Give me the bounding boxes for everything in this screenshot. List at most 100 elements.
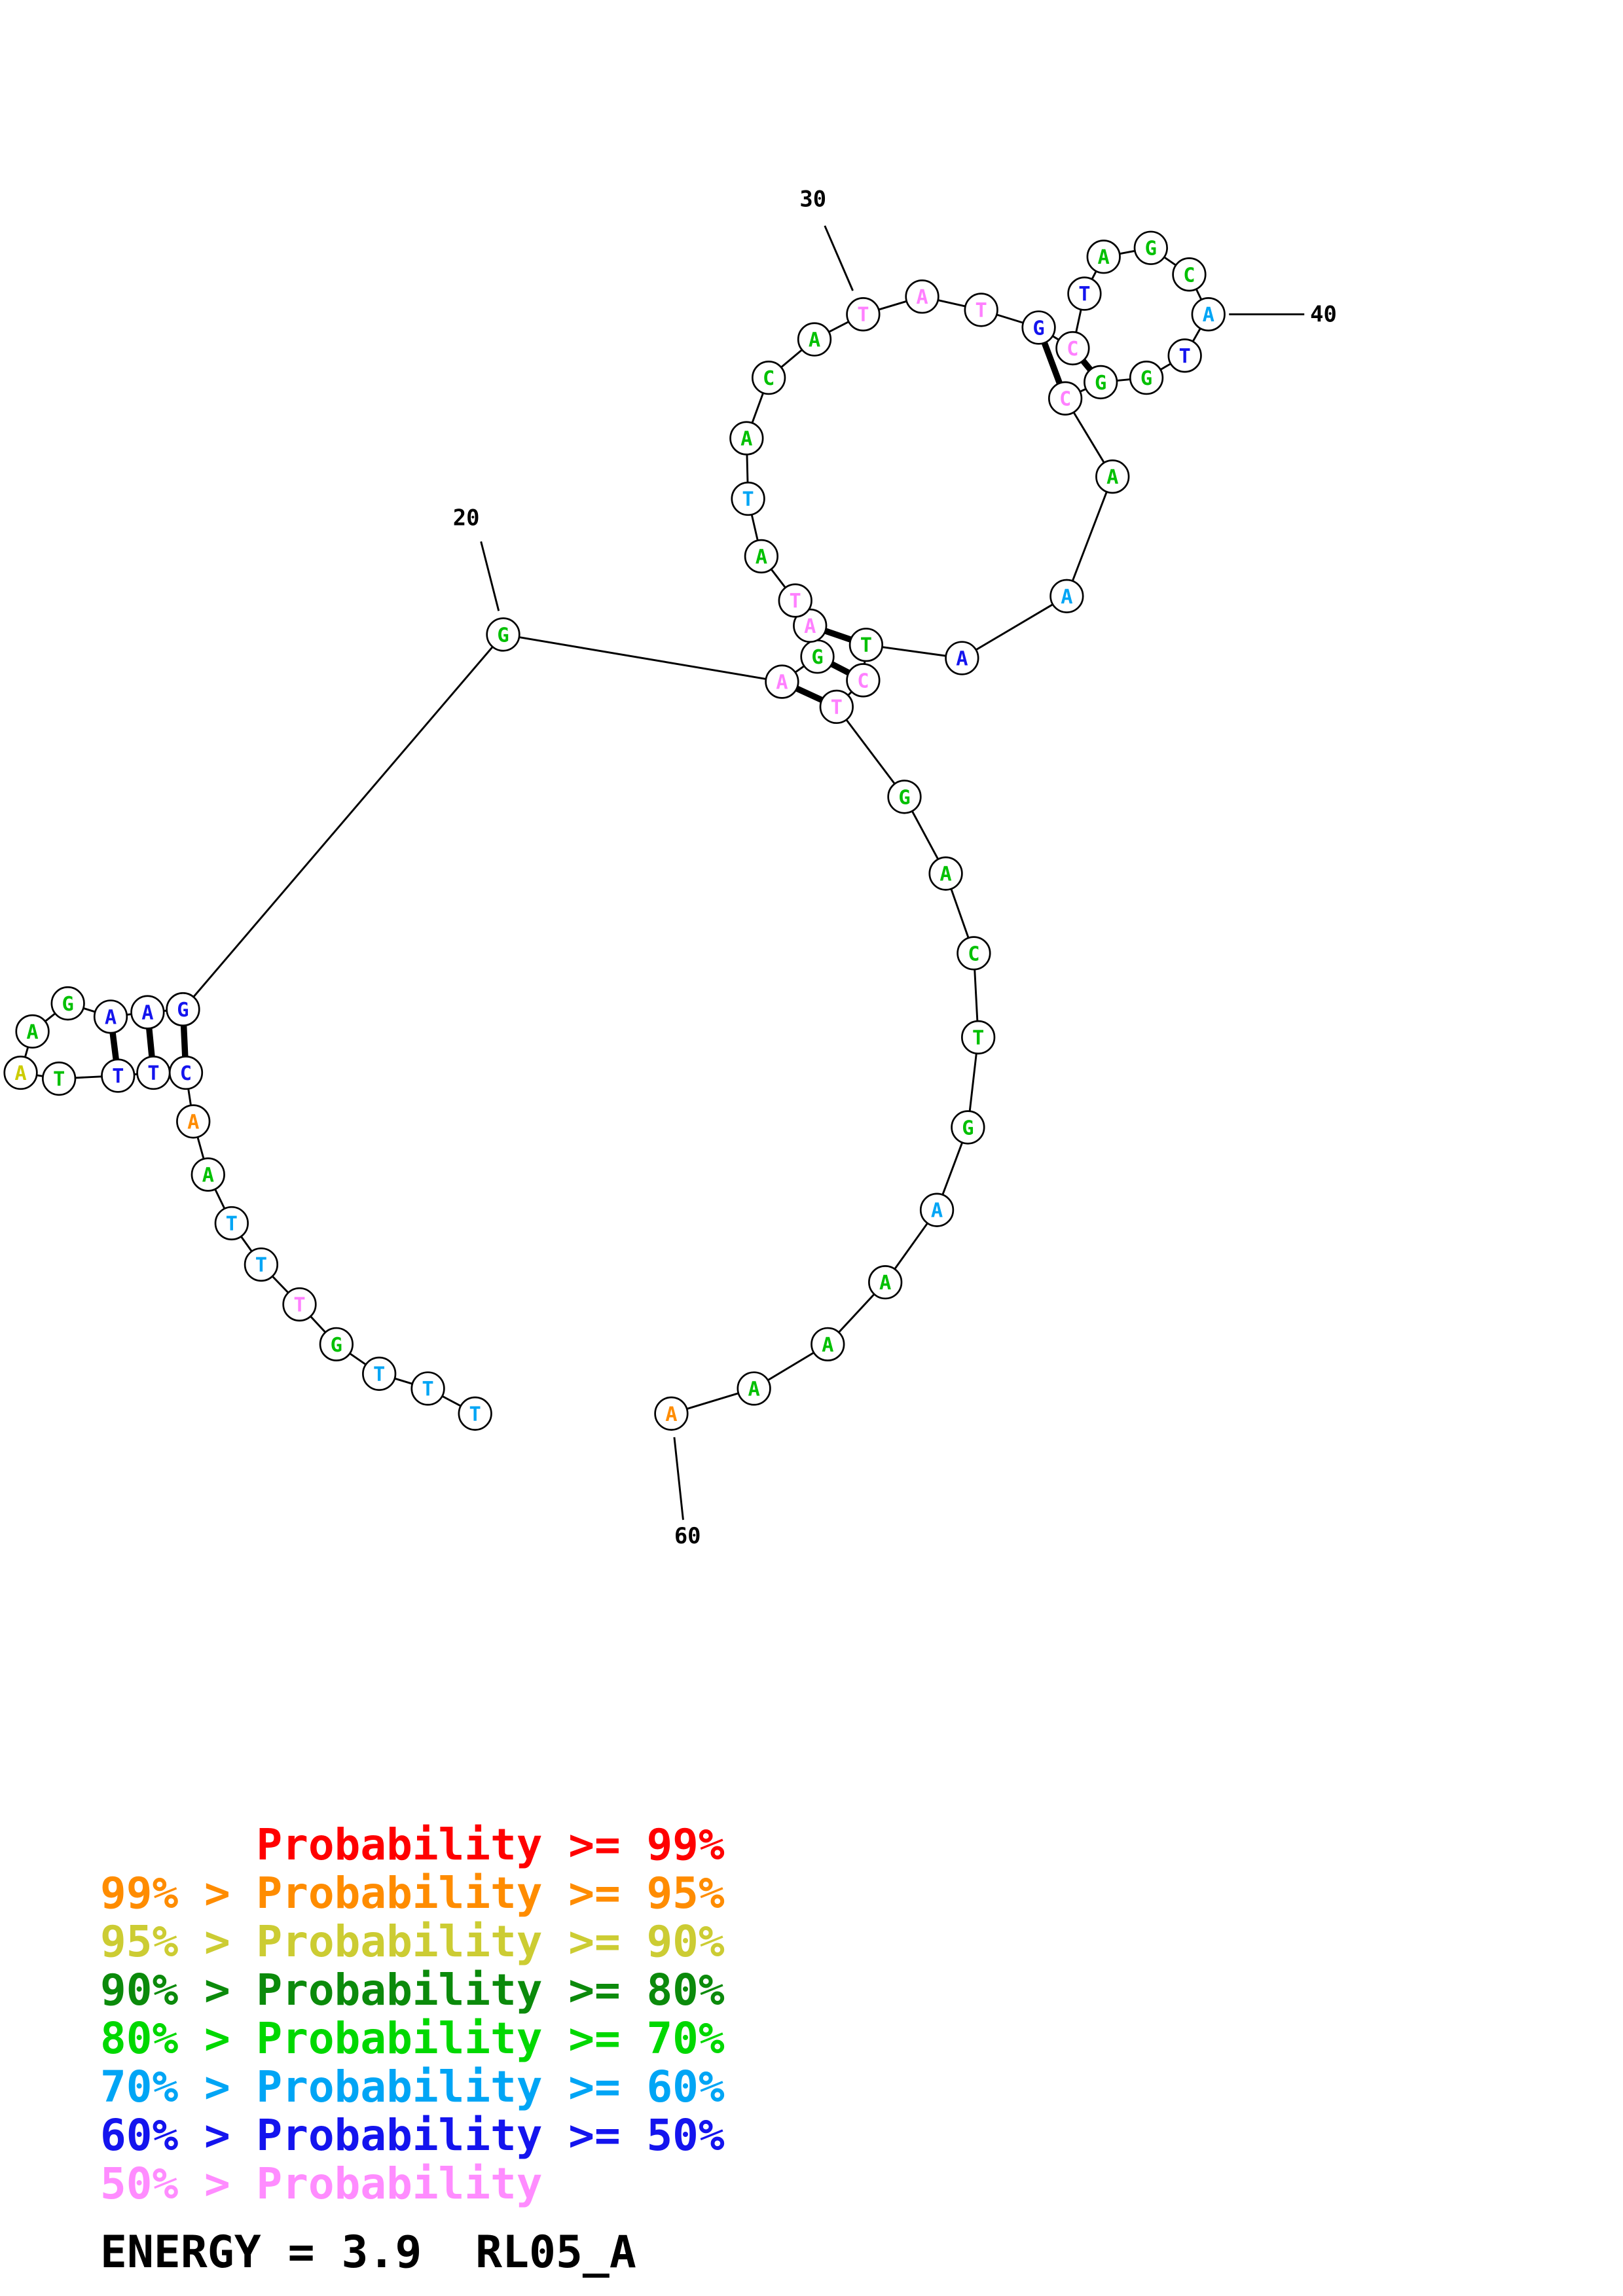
nucleotide-letter: A: [1203, 304, 1214, 327]
nucleotide-circle: [3, 1055, 38, 1090]
nucleotide-letter: A: [740, 428, 752, 451]
nucleotide-letter: G: [1145, 238, 1157, 260]
nucleotide-letter: T: [293, 1294, 305, 1317]
nucleotide-letter: T: [790, 590, 801, 613]
nucleotide-letter: T: [147, 1062, 159, 1085]
nucleotide-letter: A: [879, 1272, 891, 1295]
legend-line: 50% > Probability: [100, 2159, 543, 2209]
nucleotide-circle: [737, 1371, 771, 1406]
nucleotide-letter: C: [1183, 264, 1195, 287]
nucleotide-circle: [945, 641, 979, 675]
nucleotide-letter: C: [968, 942, 979, 965]
nucleotide-circle: [1021, 310, 1056, 345]
nucleotide-circle: [848, 628, 884, 662]
legend-line: 99% > Probability >= 95%: [100, 1868, 725, 1918]
nucleotide-letter: T: [976, 299, 987, 322]
nucleotide-letter: T: [857, 304, 869, 327]
nucleotide-circle: [729, 421, 764, 456]
nucleotide-letter: G: [1032, 317, 1044, 340]
nucleotide-circle: [1086, 240, 1121, 274]
position-leader-line: [824, 225, 854, 291]
nucleotide-letter: G: [62, 993, 74, 1016]
nucleotide-letter: T: [860, 634, 872, 657]
nucleotide-letter: A: [756, 546, 767, 569]
backbone-line: [182, 634, 504, 1011]
nucleotide-circle: [846, 663, 881, 698]
nucleotide-circle: [957, 936, 991, 971]
nucleotide-circle: [136, 1055, 171, 1090]
nucleotide-circle: [282, 1287, 317, 1322]
position-leader-line: [480, 541, 500, 611]
nucleotide-letter: C: [180, 1062, 192, 1085]
backbone-line: [961, 595, 1068, 659]
nucleotide-circle: [752, 360, 786, 395]
nucleotide-letter: T: [1179, 345, 1191, 368]
nucleotide-letter: G: [497, 624, 509, 647]
position-number: 40: [1310, 301, 1337, 327]
nucleotide-letter: G: [177, 999, 189, 1022]
nucleotide-circle: [176, 1104, 211, 1139]
nucleotide-circle: [101, 1058, 136, 1093]
nucleotide-letter: A: [956, 647, 968, 670]
legend-line: 70% > Probability >= 60%: [100, 2062, 725, 2112]
nucleotide-letter: G: [1140, 367, 1152, 390]
nucleotide-letter: C: [1059, 388, 1071, 411]
nucleotide-circle: [819, 689, 854, 725]
nucleotide-circle: [362, 1356, 397, 1391]
nucleotide-letter: T: [831, 696, 843, 719]
position-number: 20: [453, 505, 480, 531]
nucleotide-letter: A: [809, 329, 820, 351]
nucleotide-circle: [919, 1193, 955, 1227]
nucleotide-circle: [1167, 338, 1202, 373]
nucleotide-circle: [15, 1014, 50, 1049]
nucleotide-letter: T: [53, 1068, 65, 1091]
nucleotide-circle: [887, 780, 922, 814]
nucleotide-letter: A: [14, 1062, 26, 1085]
backbone-line: [835, 706, 905, 798]
nucleotide-letter: A: [939, 863, 951, 886]
legend-line: 80% > Probability >= 70%: [100, 2013, 725, 2064]
nucleotide-letter: A: [822, 1334, 833, 1357]
nucleotide-circle: [1095, 459, 1130, 494]
nucleotide-letter: A: [202, 1164, 214, 1187]
nucleotide-circle: [797, 322, 832, 357]
nucleotide-circle: [793, 608, 828, 643]
nucleotide-circle: [778, 583, 812, 618]
nucleotide-letter: C: [857, 670, 869, 692]
nucleotide-letter: T: [226, 1213, 238, 1236]
nucleotide-circle: [458, 1396, 492, 1431]
nucleotide-circle: [319, 1327, 354, 1362]
nucleotide-letter: A: [141, 1002, 153, 1025]
nucleotide-circle: [1172, 257, 1207, 292]
nucleotide-circle: [1129, 360, 1164, 395]
nucleotide-letter: T: [255, 1254, 267, 1277]
nucleotide-letter: A: [1098, 246, 1110, 269]
nucleotide-circle: [486, 617, 520, 652]
legend-line: Probability >= 99%: [100, 1820, 725, 1870]
energy-label: ENERGY = 3.9 RL05_A: [100, 2227, 636, 2278]
nucleotide-circle: [765, 664, 799, 699]
nucleotide-circle: [961, 1020, 996, 1055]
nucleotide-letter: T: [972, 1027, 984, 1050]
position-leader-line: [673, 1437, 684, 1520]
position-number: 30: [799, 187, 826, 212]
legend-line: 90% > Probability >= 80%: [100, 1965, 725, 2015]
backbone-line: [503, 633, 782, 683]
nucleotide-circle: [130, 995, 165, 1030]
nucleotide-circle: [731, 481, 765, 516]
nucleotide-letter: A: [916, 286, 928, 309]
nucleotide-circle: [191, 1157, 225, 1192]
nucleotide-circle: [905, 279, 939, 314]
nucleotide-circle: [42, 1061, 77, 1096]
nucleotide-circle: [868, 1265, 903, 1300]
nucleotide-circle: [1133, 230, 1168, 265]
nucleotide-letter: T: [1078, 283, 1090, 306]
nucleotide-circle: [846, 297, 881, 332]
nucleotide-circle: [928, 856, 963, 891]
nucleotide-letter: A: [748, 1378, 759, 1401]
nucleotide-circle: [951, 1110, 985, 1145]
nucleotide-letter: A: [776, 672, 788, 694]
nucleotide-circle: [1055, 331, 1090, 366]
nucleotide-circle: [50, 986, 85, 1021]
